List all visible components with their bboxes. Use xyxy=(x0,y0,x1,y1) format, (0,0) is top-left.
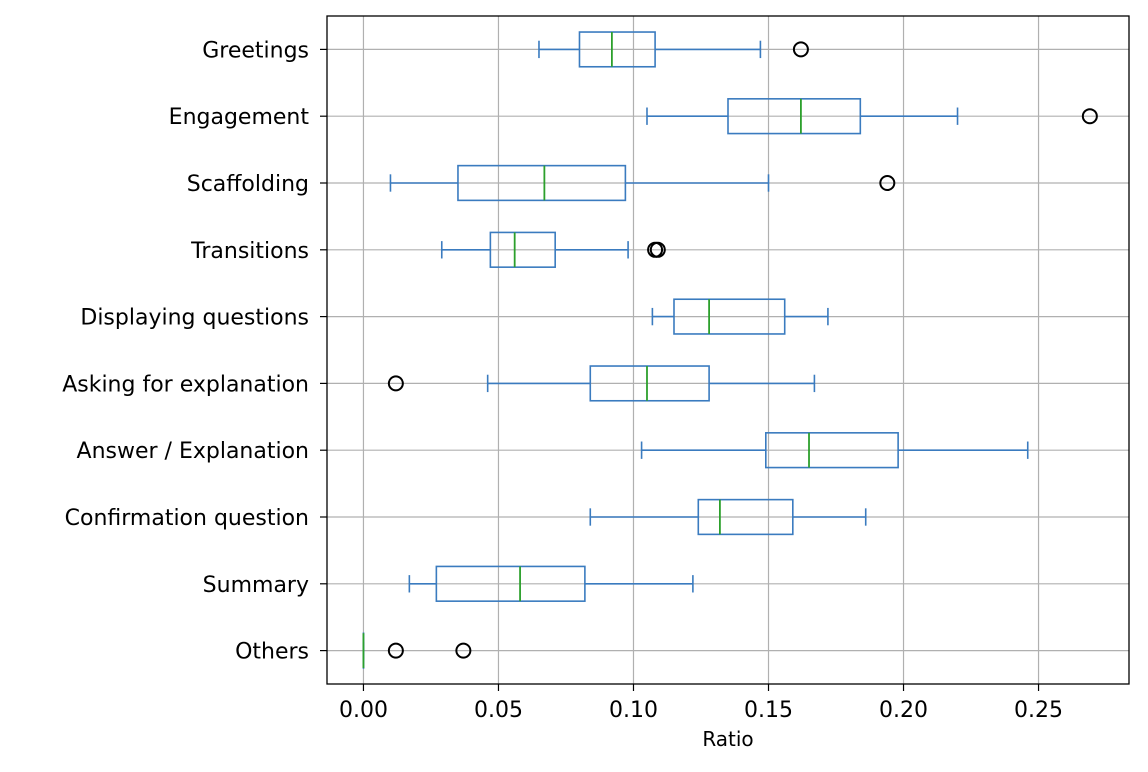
x-tick-label: 0.10 xyxy=(609,698,658,723)
box-confirmation-question xyxy=(589,498,867,536)
iqr-box xyxy=(578,31,656,68)
x-axis-label: Ratio xyxy=(702,727,753,751)
plot-layer xyxy=(362,31,1098,669)
iqr-box xyxy=(457,164,627,202)
outlier-point xyxy=(387,375,404,392)
outlier-point xyxy=(387,642,404,659)
category-label: Asking for explanation xyxy=(62,372,309,397)
outlier-point xyxy=(455,642,472,659)
category-label: Greetings xyxy=(202,38,309,63)
category-label: Displaying questions xyxy=(80,306,309,331)
category-label: Summary xyxy=(203,573,309,598)
outlier-point xyxy=(792,41,809,58)
x-tick-label: 0.00 xyxy=(339,698,388,723)
outlier-point xyxy=(879,175,896,191)
outlier-point xyxy=(649,241,666,258)
box-summary xyxy=(408,565,694,602)
category-label: Scaffolding xyxy=(187,172,309,197)
iqr-box xyxy=(727,98,862,135)
box-asking-for-explanation xyxy=(387,365,816,402)
box-engagement xyxy=(646,98,1098,135)
iqr-box xyxy=(765,432,899,469)
x-tick-label: 0.20 xyxy=(879,698,928,723)
axis-layer: 0.00 0.05 0.10 0.15 0.20 0.25 Greetings Engagem… xyxy=(62,38,1063,723)
x-tick-label: 0.15 xyxy=(744,698,793,723)
box-greetings xyxy=(538,31,809,68)
plot-frame xyxy=(326,15,1130,685)
category-label: Others xyxy=(235,640,309,665)
category-label: Confirmation question xyxy=(65,506,309,531)
iqr-box xyxy=(697,498,794,536)
iqr-box xyxy=(589,365,710,402)
x-tick-label: 0.25 xyxy=(1014,698,1063,723)
box-displaying-questions xyxy=(651,298,829,335)
box-scaffolding xyxy=(389,164,896,202)
category-label: Engagement xyxy=(169,105,310,130)
outlier-point xyxy=(1081,108,1098,125)
category-label: Answer / Explanation xyxy=(77,439,309,464)
iqr-box xyxy=(673,298,786,335)
x-tick-label: 0.05 xyxy=(474,698,523,723)
category-label: Transitions xyxy=(190,239,309,264)
box-answer-explanation xyxy=(640,432,1029,469)
iqr-box xyxy=(435,565,586,602)
box-others xyxy=(362,632,472,669)
box-transitions xyxy=(440,231,666,268)
iqr-box xyxy=(489,231,556,268)
